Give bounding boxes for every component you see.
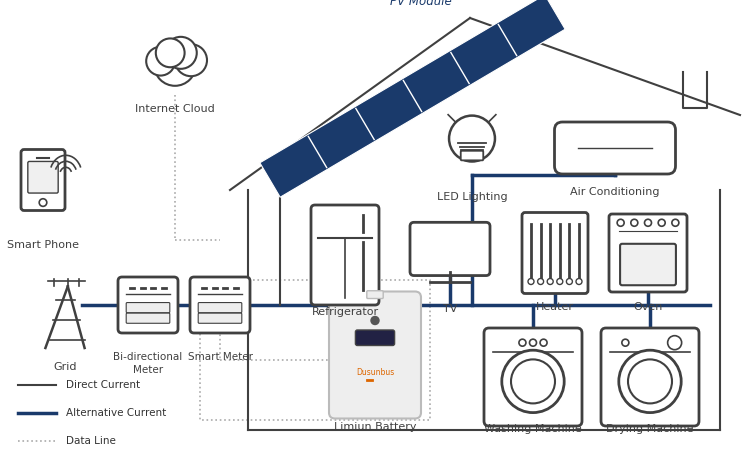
Circle shape — [154, 44, 196, 86]
Circle shape — [631, 219, 638, 226]
Circle shape — [371, 316, 379, 324]
Polygon shape — [260, 0, 566, 197]
Circle shape — [511, 359, 555, 403]
Circle shape — [165, 37, 196, 69]
FancyBboxPatch shape — [609, 214, 687, 292]
Circle shape — [617, 219, 624, 226]
Text: LED Lighting: LED Lighting — [436, 192, 507, 202]
Circle shape — [644, 219, 652, 226]
FancyBboxPatch shape — [522, 212, 588, 294]
FancyBboxPatch shape — [28, 161, 58, 193]
Text: Drying Machine: Drying Machine — [606, 424, 694, 434]
Text: Dusunbus: Dusunbus — [356, 368, 395, 377]
FancyBboxPatch shape — [198, 303, 242, 313]
FancyBboxPatch shape — [367, 291, 383, 298]
Circle shape — [540, 339, 547, 346]
Text: Direct Current: Direct Current — [66, 380, 140, 390]
Text: Alternative Current: Alternative Current — [66, 408, 166, 418]
Circle shape — [502, 350, 564, 412]
FancyBboxPatch shape — [460, 151, 483, 160]
Text: Grid: Grid — [53, 362, 76, 372]
FancyBboxPatch shape — [198, 313, 242, 323]
Text: Refrigerator: Refrigerator — [311, 307, 379, 317]
FancyBboxPatch shape — [126, 303, 170, 313]
FancyBboxPatch shape — [190, 277, 250, 333]
Circle shape — [619, 350, 681, 412]
Text: Smart Meter: Smart Meter — [188, 352, 253, 362]
FancyBboxPatch shape — [601, 328, 699, 426]
FancyBboxPatch shape — [620, 244, 676, 285]
Circle shape — [566, 279, 572, 284]
Text: PV Module: PV Module — [390, 0, 452, 8]
Circle shape — [658, 219, 665, 226]
Circle shape — [548, 279, 554, 284]
Text: Heater: Heater — [536, 302, 574, 312]
Text: Washing Machine: Washing Machine — [484, 424, 582, 434]
Circle shape — [530, 339, 536, 346]
Text: Data Line: Data Line — [66, 436, 116, 446]
Text: Meter: Meter — [133, 365, 163, 375]
FancyBboxPatch shape — [329, 291, 421, 419]
Circle shape — [668, 336, 682, 350]
FancyBboxPatch shape — [126, 313, 170, 323]
FancyBboxPatch shape — [21, 149, 65, 210]
Circle shape — [39, 199, 46, 206]
Circle shape — [528, 279, 534, 284]
Text: Internet Cloud: Internet Cloud — [135, 104, 214, 114]
Circle shape — [519, 339, 526, 346]
Circle shape — [576, 279, 582, 284]
FancyBboxPatch shape — [356, 330, 395, 345]
Circle shape — [146, 47, 175, 76]
Text: Air Conditioning: Air Conditioning — [570, 187, 660, 197]
Text: Limiun Battery: Limiun Battery — [334, 422, 416, 432]
Text: Oven: Oven — [633, 302, 663, 312]
Circle shape — [175, 44, 207, 76]
FancyBboxPatch shape — [410, 222, 490, 276]
Circle shape — [449, 115, 495, 161]
FancyBboxPatch shape — [554, 122, 676, 174]
Circle shape — [538, 279, 544, 284]
Circle shape — [556, 279, 562, 284]
Circle shape — [628, 359, 672, 403]
Text: Smart Phone: Smart Phone — [7, 240, 79, 250]
Circle shape — [672, 219, 679, 226]
FancyBboxPatch shape — [311, 205, 379, 305]
Circle shape — [622, 339, 628, 346]
Circle shape — [156, 38, 184, 67]
FancyBboxPatch shape — [484, 328, 582, 426]
Text: TV: TV — [442, 304, 458, 314]
Text: Bi-directional: Bi-directional — [113, 352, 183, 362]
FancyBboxPatch shape — [118, 277, 178, 333]
